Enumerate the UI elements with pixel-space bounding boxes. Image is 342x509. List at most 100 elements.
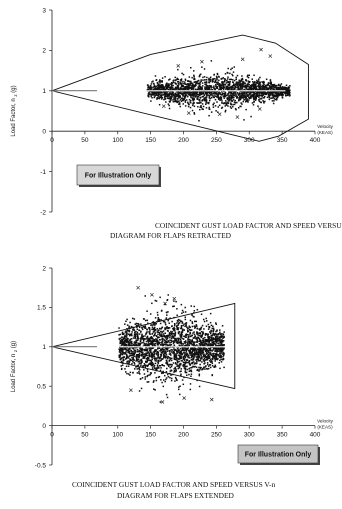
scatter-point [265, 78, 268, 81]
scatter-point [224, 93, 227, 95]
outlier-point [182, 396, 186, 400]
scatter-point [209, 332, 212, 335]
scatter-point [197, 334, 199, 336]
scatter-point [146, 337, 148, 339]
scatter-point [138, 345, 140, 347]
scatter-point [174, 354, 176, 356]
scatter-point [158, 331, 161, 334]
scatter-point [205, 79, 208, 81]
scatter-point [267, 84, 270, 86]
scatter-point [133, 344, 135, 346]
scatter-point [160, 367, 162, 369]
scatter-point [158, 96, 160, 98]
scatter-point [148, 359, 150, 362]
scatter-point [227, 102, 230, 104]
scatter-point [149, 87, 151, 89]
scatter-point [272, 92, 274, 94]
scatter-point [155, 85, 158, 88]
scatter-point [150, 364, 153, 367]
scatter-point [178, 365, 181, 367]
scatter-point [234, 91, 236, 94]
scatter-point [199, 83, 201, 85]
scatter-point [201, 343, 203, 345]
scatter-point [141, 361, 143, 363]
scatter-point [189, 93, 191, 96]
scatter-point [187, 331, 189, 333]
scatter-point [206, 343, 208, 346]
scatter-point [178, 354, 180, 357]
scatter-point [210, 361, 212, 363]
scatter-point [180, 350, 182, 352]
scatter-point [184, 311, 187, 313]
scatter-point [222, 95, 225, 97]
scatter-point [177, 84, 180, 86]
scatter-point [157, 346, 159, 349]
scatter-point [134, 351, 136, 353]
scatter-point [167, 330, 169, 332]
scatter-point [244, 85, 246, 88]
scatter-point [145, 352, 147, 354]
scatter-point [250, 87, 253, 89]
scatter-point [157, 318, 160, 321]
scatter-point [168, 97, 171, 100]
scatter-point [131, 351, 133, 353]
y-tick-label: 0 [42, 129, 46, 136]
scatter-point [189, 357, 191, 359]
scatter-point [197, 356, 200, 359]
scatter-point [280, 91, 282, 94]
scatter-point [269, 87, 271, 89]
scatter-point [139, 350, 141, 353]
scatter-point [179, 320, 182, 323]
scatter-point [193, 363, 196, 365]
scatter-point [244, 95, 246, 98]
scatter-point [154, 87, 156, 90]
scatter-point [155, 360, 158, 362]
scatter-point [237, 93, 240, 96]
scatter-point [160, 357, 162, 360]
scatter-point [187, 349, 190, 352]
scatter-point [160, 310, 163, 312]
scatter-point [157, 355, 159, 357]
scatter-point [256, 82, 259, 84]
scatter-point [190, 348, 192, 351]
scatter-point [224, 84, 227, 86]
x-tick-label: 250 [211, 137, 222, 144]
scatter-point [173, 93, 176, 95]
scatter-point [122, 360, 124, 362]
scatter-point [124, 348, 127, 351]
scatter-point [189, 349, 191, 351]
scatter-point [199, 358, 202, 360]
scatter-point [192, 337, 195, 339]
scatter-point [206, 363, 209, 366]
scatter-point [252, 104, 255, 106]
scatter-point [196, 98, 199, 100]
scatter-point [258, 100, 261, 102]
scatter-point [136, 348, 139, 351]
scatter-point [154, 350, 156, 353]
scatter-point [188, 338, 191, 341]
scatter-point [198, 354, 200, 356]
scatter-point [214, 340, 217, 342]
scatter-point [178, 103, 181, 106]
scatter-point [168, 107, 171, 110]
scatter-point [188, 341, 190, 344]
badge-text: For Illustration Only [85, 173, 152, 180]
scatter-point [215, 330, 217, 333]
scatter-point [164, 347, 167, 349]
scatter-point [162, 333, 165, 335]
scatter-point [129, 359, 132, 362]
scatter-point [204, 340, 207, 343]
scatter-point [146, 89, 149, 91]
scatter-point [149, 313, 152, 315]
scatter-point [202, 340, 204, 343]
scatter-point [218, 348, 221, 350]
scatter-point [148, 355, 151, 357]
scatter-point [244, 93, 246, 95]
scatter-point [180, 370, 182, 373]
scatter-point [171, 336, 173, 338]
x-tick-label: 100 [112, 137, 123, 144]
scatter-point [148, 332, 151, 335]
scatter-point [165, 85, 168, 87]
scatter-point [127, 342, 130, 344]
scatter-point [140, 365, 142, 367]
